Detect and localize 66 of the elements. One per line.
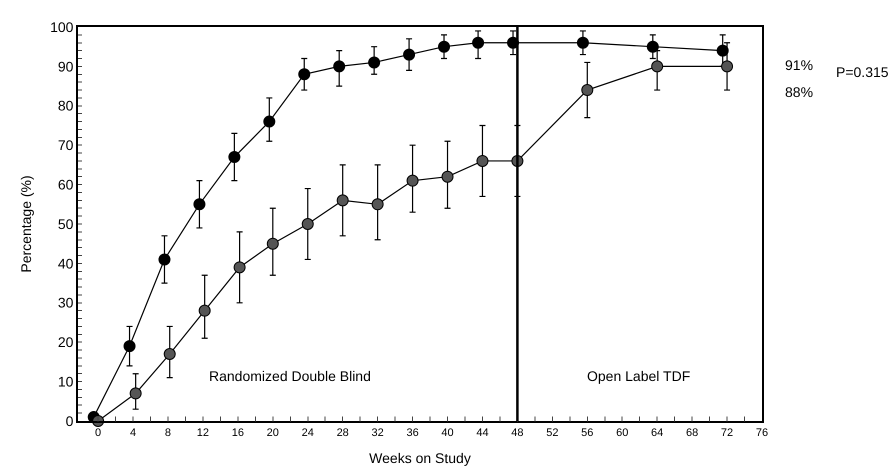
point bbox=[263, 116, 276, 128]
point bbox=[298, 68, 310, 80]
x-tick-label: 56 bbox=[581, 426, 594, 439]
x-tick-label: 32 bbox=[372, 426, 384, 439]
point bbox=[193, 198, 206, 210]
x-tick-label: 48 bbox=[511, 426, 524, 439]
point bbox=[576, 36, 589, 49]
y-tick-label: 20 bbox=[58, 334, 74, 350]
annotation: Open Label TDF bbox=[587, 368, 690, 384]
x-tick-label: 12 bbox=[196, 426, 210, 439]
y-axis-title: Percentage (%) bbox=[18, 175, 34, 273]
point bbox=[124, 340, 136, 352]
point bbox=[368, 56, 380, 68]
x-tick-label: 60 bbox=[616, 426, 628, 439]
annotation: Randomized Double Blind bbox=[209, 368, 371, 384]
point bbox=[721, 60, 734, 72]
point bbox=[403, 48, 416, 61]
x-axis-title: Weeks on Study bbox=[369, 450, 471, 466]
point bbox=[476, 154, 488, 167]
point bbox=[333, 60, 346, 72]
x-tick-label: 76 bbox=[756, 426, 768, 439]
point bbox=[234, 261, 246, 274]
y-tick-label: 30 bbox=[58, 294, 74, 311]
point bbox=[438, 40, 450, 53]
x-tick-label: 44 bbox=[476, 426, 489, 439]
x-tick-label: 64 bbox=[651, 426, 664, 439]
point bbox=[266, 238, 279, 250]
x-tick-label: 28 bbox=[336, 426, 349, 439]
y-tick-label: 80 bbox=[58, 98, 74, 114]
text: P=0.315 bbox=[836, 64, 889, 80]
x-tick-label: 20 bbox=[266, 426, 279, 439]
point bbox=[406, 174, 419, 187]
point bbox=[158, 253, 170, 266]
y-tick-label: 40 bbox=[58, 255, 74, 272]
y-tick-label: 0 bbox=[66, 412, 74, 429]
x-tick-label: 72 bbox=[720, 426, 734, 439]
point bbox=[372, 198, 384, 210]
x-tick-label: 36 bbox=[406, 426, 419, 439]
y-tick-label: 100 bbox=[50, 18, 74, 35]
y-tick-label: 70 bbox=[58, 137, 74, 154]
point bbox=[716, 44, 729, 57]
x-tick-label: 4 bbox=[130, 426, 136, 439]
point bbox=[646, 40, 659, 53]
y-tick-label: 50 bbox=[58, 216, 74, 232]
y-tick-label: 60 bbox=[58, 176, 74, 192]
x-tick-label: 24 bbox=[302, 426, 314, 439]
point bbox=[336, 194, 349, 206]
x-tick-label: 16 bbox=[232, 426, 244, 439]
x-tick-label: 8 bbox=[164, 426, 172, 439]
x-tick-label: 52 bbox=[546, 426, 558, 439]
point bbox=[302, 218, 314, 230]
x-tick-label: 40 bbox=[441, 426, 454, 439]
text: 91% bbox=[785, 57, 814, 73]
point bbox=[651, 60, 664, 72]
y-tick-label: 10 bbox=[58, 374, 74, 390]
point bbox=[581, 84, 594, 96]
x-tick-label: 68 bbox=[686, 426, 698, 439]
point bbox=[472, 36, 484, 49]
text: 88% bbox=[785, 84, 814, 100]
point bbox=[228, 151, 240, 164]
x-tick-label: 0 bbox=[95, 426, 102, 439]
y-tick-label: 90 bbox=[58, 58, 74, 74]
point bbox=[130, 387, 142, 400]
point bbox=[442, 170, 454, 183]
point bbox=[164, 348, 176, 360]
point bbox=[198, 304, 211, 317]
